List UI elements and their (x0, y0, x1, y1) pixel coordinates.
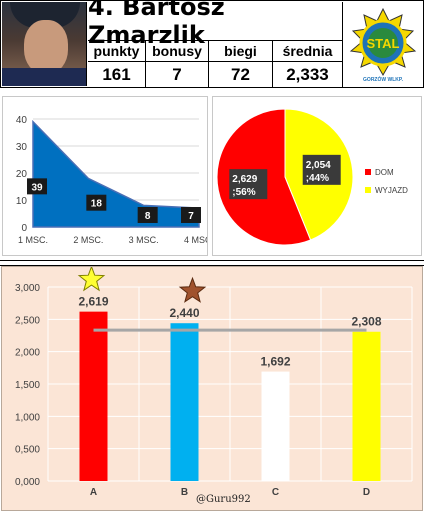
area-data-label-box (181, 207, 201, 223)
area-x-tick-label: 2 MSC. (73, 235, 103, 245)
section-divider (0, 260, 424, 266)
area-x-tick-label: 3 MSC. (129, 235, 159, 245)
stat-average: średnia 2,333 (273, 41, 342, 87)
bar-c (261, 371, 290, 481)
area-series (32, 119, 200, 228)
stat-label: biegi (209, 41, 272, 62)
area-y-tick-label: 30 (16, 142, 28, 153)
player-header: 4. Bartosz Zmarzlik punkty 161 bonusy 7 … (0, 0, 424, 88)
face-shape (24, 20, 68, 74)
bar-data-label: 1,692 (260, 355, 290, 369)
area-y-tick-label: 20 (16, 169, 28, 180)
area-data-label: 18 (91, 199, 103, 210)
area-data-label-box (137, 207, 158, 223)
average-bar-chart: 0,000 0,500 1,000 1,500 2,000 2,500 3,000 2,619… (1, 265, 423, 511)
pie-chart-svg: 2,054 ;44% 2,629 ;56% DOM WYJAZD (216, 108, 408, 246)
area-data-label: 39 (31, 182, 43, 193)
area-chart-svg: 0 10 20 30 40 1 MSC. 2 MSC. 3 MSC. 4 MSC. 39 18 8 7 (16, 115, 214, 245)
legend-label: WYJAZD (375, 186, 408, 195)
club-logo: STAL GORZÓW WLKP. (342, 2, 423, 87)
stat-label: bonusy (146, 41, 208, 62)
bronze-star-icon (178, 276, 207, 303)
bar-y-tick-label: 3,000 (15, 283, 40, 294)
bar-a (79, 311, 108, 481)
bar-b (170, 323, 199, 481)
bar-x-tick-label: D (363, 487, 370, 498)
area-data-label: 8 (145, 211, 151, 222)
bar-y-tick-label: 1,500 (15, 380, 40, 391)
stat-value: 7 (172, 64, 182, 84)
pie-data-label-value: 2,629 (232, 174, 257, 185)
area-data-label: 7 (188, 211, 194, 222)
bar-x-tick-label: B (181, 487, 188, 498)
bar-x-tick-label: C (272, 487, 279, 498)
stat-value: 72 (231, 64, 250, 84)
stat-label: punkty (88, 41, 145, 62)
legend-label: DOM (375, 168, 394, 177)
bar-chart-svg: 0,000 0,500 1,000 1,500 2,000 2,500 3,000 2,619… (15, 265, 413, 498)
legend-swatch (365, 187, 371, 193)
bar-d (352, 331, 381, 481)
area-y-tick-label: 0 (21, 223, 27, 234)
stat-value: 2,333 (286, 64, 329, 84)
bar-data-label: 2,308 (351, 315, 381, 329)
pie-data-label-value: 2,054 (306, 160, 331, 171)
bar-y-tick-label: 0,000 (15, 477, 40, 488)
stats-table: punkty 161 bonusy 7 biegi 72 średnia 2,3… (88, 41, 342, 87)
pie-data-label-percent: ;56% (232, 187, 255, 198)
logo-text: STAL (367, 36, 400, 51)
stat-value: 161 (102, 64, 131, 84)
stal-logo-icon: STAL GORZÓW WLKP. (349, 7, 417, 83)
bar-y-tick-label: 0,500 (15, 445, 40, 456)
stat-heats: biegi 72 (209, 41, 273, 87)
bar-data-label: 2,619 (78, 295, 108, 309)
area-x-tick-label: 4 MSC. (184, 235, 207, 245)
bar-y-tick-label: 2,500 (15, 315, 40, 326)
pie-data-label-box (229, 169, 268, 200)
placement-area-chart: 0 10 20 30 40 1 MSC. 2 MSC. 3 MSC. 4 MSC. 39 18 8 7 (2, 96, 214, 256)
legend-swatch (365, 169, 371, 175)
bar-x-tick-label: A (90, 487, 97, 498)
area-x-tick-label: 1 MSC. (18, 235, 48, 245)
bar-y-tick-label: 1,000 (15, 412, 40, 423)
watermark: @Guru992 (196, 494, 251, 505)
pie-data-label-percent: ;44% (306, 173, 329, 184)
gold-star-icon (77, 265, 106, 292)
stat-points: punkty 161 (88, 41, 146, 87)
pie-data-label-box (302, 154, 341, 185)
shirt-shape (2, 68, 86, 86)
bar-y-tick-label: 2,000 (15, 348, 40, 359)
area-data-label-box (27, 178, 47, 195)
area-data-label-box (86, 194, 107, 211)
stat-bonuses: bonusy 7 (146, 41, 209, 87)
player-photo (2, 2, 87, 86)
bar-data-label: 2,440 (169, 306, 199, 320)
logo-subtext: GORZÓW WLKP. (363, 75, 404, 83)
home-away-pie-chart: 2,054 ;44% 2,629 ;56% DOM WYJAZD (212, 96, 422, 256)
area-y-tick-label: 10 (16, 196, 28, 207)
area-y-tick-label: 40 (16, 115, 28, 126)
player-name: 4. Bartosz Zmarzlik (88, 0, 342, 49)
stat-label: średnia (273, 41, 342, 62)
